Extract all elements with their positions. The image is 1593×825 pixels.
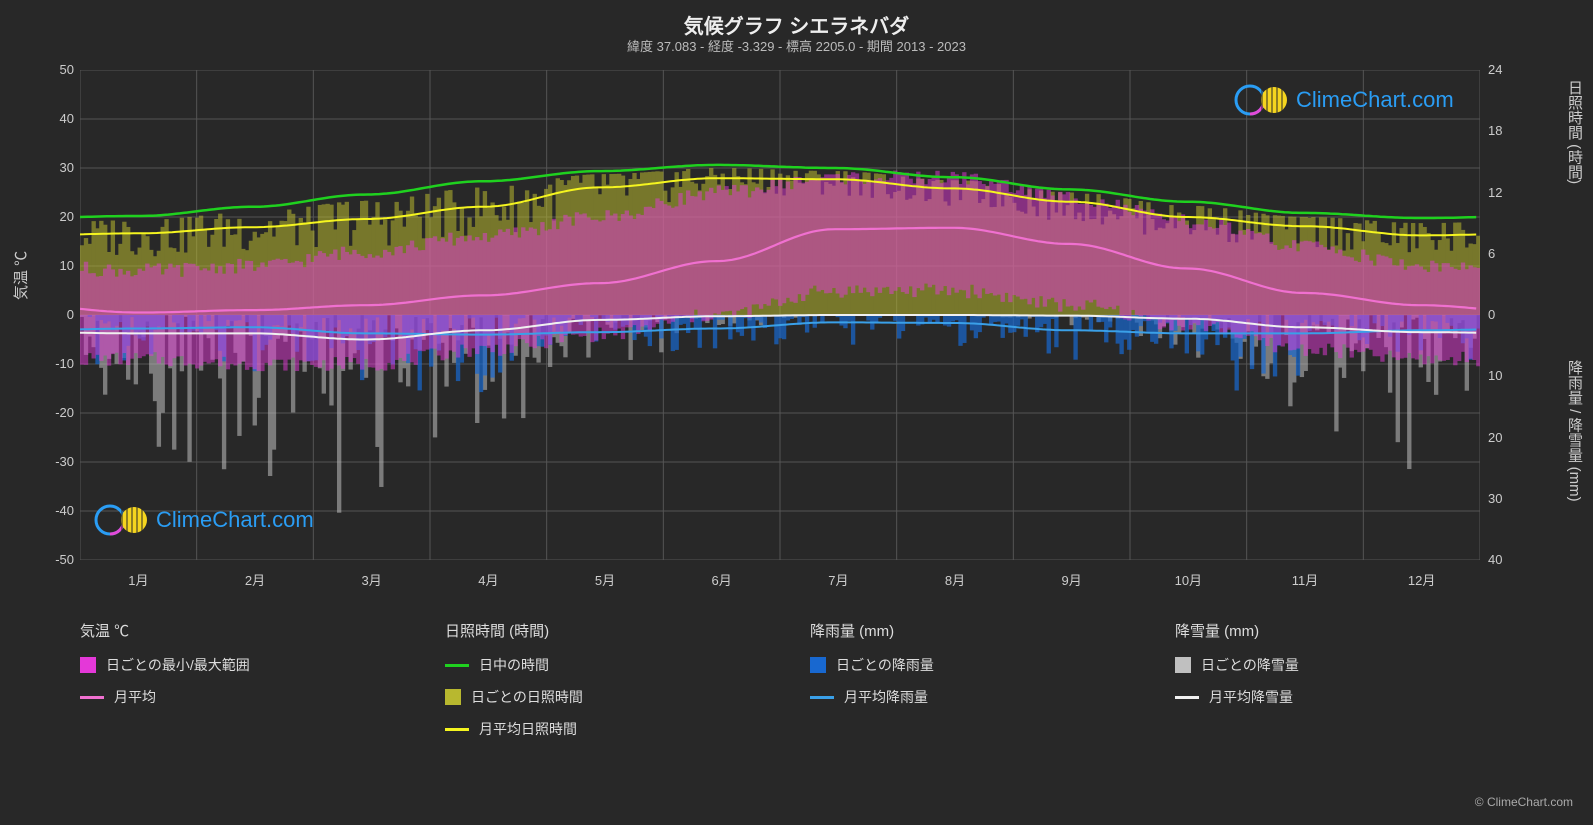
legend-item-temp-range: 日ごとの最小/最大範囲 xyxy=(80,655,405,675)
chart-subtitle: 緯度 37.083 - 経度 -3.329 - 標高 2205.0 - 期間 2… xyxy=(0,36,1593,55)
chart-title: 気候グラフ シエラネバダ xyxy=(0,10,1593,39)
temp-tick-label: -20 xyxy=(46,405,74,420)
legend-col-rain: 降雨量 (mm) 日ごとの降雨量 月平均降雨量 xyxy=(810,620,1135,751)
sun-tick-label: 6 xyxy=(1488,246,1495,261)
swatch-daily-sun xyxy=(445,689,461,705)
legend-label: 月平均 xyxy=(114,687,156,707)
plot-area: ClimeChart.com ClimeChart.com xyxy=(80,70,1480,560)
swatch-daily-rain xyxy=(810,657,826,673)
temp-tick-label: 40 xyxy=(46,111,74,126)
month-label: 7月 xyxy=(828,570,848,589)
legend-label: 月平均降雨量 xyxy=(844,687,928,707)
month-label: 4月 xyxy=(478,570,498,589)
legend-col-snow: 降雪量 (mm) 日ごとの降雪量 月平均降雪量 xyxy=(1175,620,1500,751)
copyright-text: © ClimeChart.com xyxy=(1475,795,1573,809)
legend-item-avg-snow: 月平均降雪量 xyxy=(1175,687,1500,707)
temp-tick-label: 0 xyxy=(46,307,74,322)
swatch-avg-rain xyxy=(810,696,834,699)
swatch-avg-sun xyxy=(445,728,469,731)
month-label: 12月 xyxy=(1408,570,1435,589)
precip-tick-label: 30 xyxy=(1488,491,1502,506)
y-axis-right-bottom-label: 降雨量 / 降雪量 (mm) xyxy=(1564,360,1585,502)
swatch-daylight xyxy=(445,664,469,667)
legend-label: 日中の時間 xyxy=(479,655,549,675)
legend-item-daily-sun: 日ごとの日照時間 xyxy=(445,687,770,707)
sun-tick-label: 24 xyxy=(1488,62,1502,77)
month-label: 10月 xyxy=(1175,570,1202,589)
legend-header-sun: 日照時間 (時間) xyxy=(445,620,770,641)
legend-item-daily-snow: 日ごとの降雪量 xyxy=(1175,655,1500,675)
precip-tick-label: 40 xyxy=(1488,552,1502,567)
legend-item-temp-avg: 月平均 xyxy=(80,687,405,707)
precip-tick-label: 10 xyxy=(1488,368,1502,383)
sun-tick-label: 12 xyxy=(1488,185,1502,200)
month-label: 9月 xyxy=(1062,570,1082,589)
legend-item-daylight: 日中の時間 xyxy=(445,655,770,675)
temp-tick-label: -50 xyxy=(46,552,74,567)
month-label: 8月 xyxy=(945,570,965,589)
legend-label: 日ごとの降雨量 xyxy=(836,655,934,675)
temp-tick-label: 30 xyxy=(46,160,74,175)
brand-logo-bottom: ClimeChart.com xyxy=(96,506,314,534)
month-label: 11月 xyxy=(1292,570,1319,589)
legend-label: 月平均降雪量 xyxy=(1209,687,1293,707)
y-axis-right-top-label: 日照時間 (時間) xyxy=(1564,80,1585,184)
precip-tick-label: 20 xyxy=(1488,430,1502,445)
sun-tick-label: 0 xyxy=(1488,307,1495,322)
chart-container: 気候グラフ シエラネバダ 緯度 37.083 - 経度 -3.329 - 標高 … xyxy=(0,0,1593,825)
legend-label: 日ごとの降雪量 xyxy=(1201,655,1299,675)
swatch-temp-avg xyxy=(80,696,104,699)
temp-tick-label: 50 xyxy=(46,62,74,77)
month-label: 5月 xyxy=(595,570,615,589)
month-label: 6月 xyxy=(712,570,732,589)
month-label: 1月 xyxy=(128,570,148,589)
legend-header-temp: 気温 ℃ xyxy=(80,620,405,641)
brand-logo-top: ClimeChart.com xyxy=(1236,86,1454,114)
month-label: 2月 xyxy=(245,570,265,589)
legend-header-rain: 降雨量 (mm) xyxy=(810,620,1135,641)
legend-col-sun: 日照時間 (時間) 日中の時間 日ごとの日照時間 月平均日照時間 xyxy=(445,620,770,751)
temp-tick-label: 20 xyxy=(46,209,74,224)
legend-header-snow: 降雪量 (mm) xyxy=(1175,620,1500,641)
legend-item-daily-rain: 日ごとの降雨量 xyxy=(810,655,1135,675)
legend-item-avg-sun: 月平均日照時間 xyxy=(445,719,770,739)
swatch-avg-snow xyxy=(1175,696,1199,699)
temp-tick-label: -30 xyxy=(46,454,74,469)
legend-col-temp: 気温 ℃ 日ごとの最小/最大範囲 月平均 xyxy=(80,620,405,751)
legend-label: 月平均日照時間 xyxy=(479,719,577,739)
legend: 気温 ℃ 日ごとの最小/最大範囲 月平均 日照時間 (時間) 日中の時間 日ごと… xyxy=(80,620,1500,751)
svg-text:ClimeChart.com: ClimeChart.com xyxy=(156,507,314,532)
y-axis-left-label: 気温 ℃ xyxy=(10,251,31,300)
legend-label: 日ごとの最小/最大範囲 xyxy=(106,655,250,675)
legend-label: 日ごとの日照時間 xyxy=(471,687,583,707)
month-label: 3月 xyxy=(362,570,382,589)
legend-item-avg-rain: 月平均降雨量 xyxy=(810,687,1135,707)
temp-tick-label: 10 xyxy=(46,258,74,273)
sun-tick-label: 18 xyxy=(1488,123,1502,138)
temp-tick-label: -10 xyxy=(46,356,74,371)
temp-tick-label: -40 xyxy=(46,503,74,518)
svg-text:ClimeChart.com: ClimeChart.com xyxy=(1296,87,1454,112)
swatch-daily-snow xyxy=(1175,657,1191,673)
swatch-temp-range xyxy=(80,657,96,673)
